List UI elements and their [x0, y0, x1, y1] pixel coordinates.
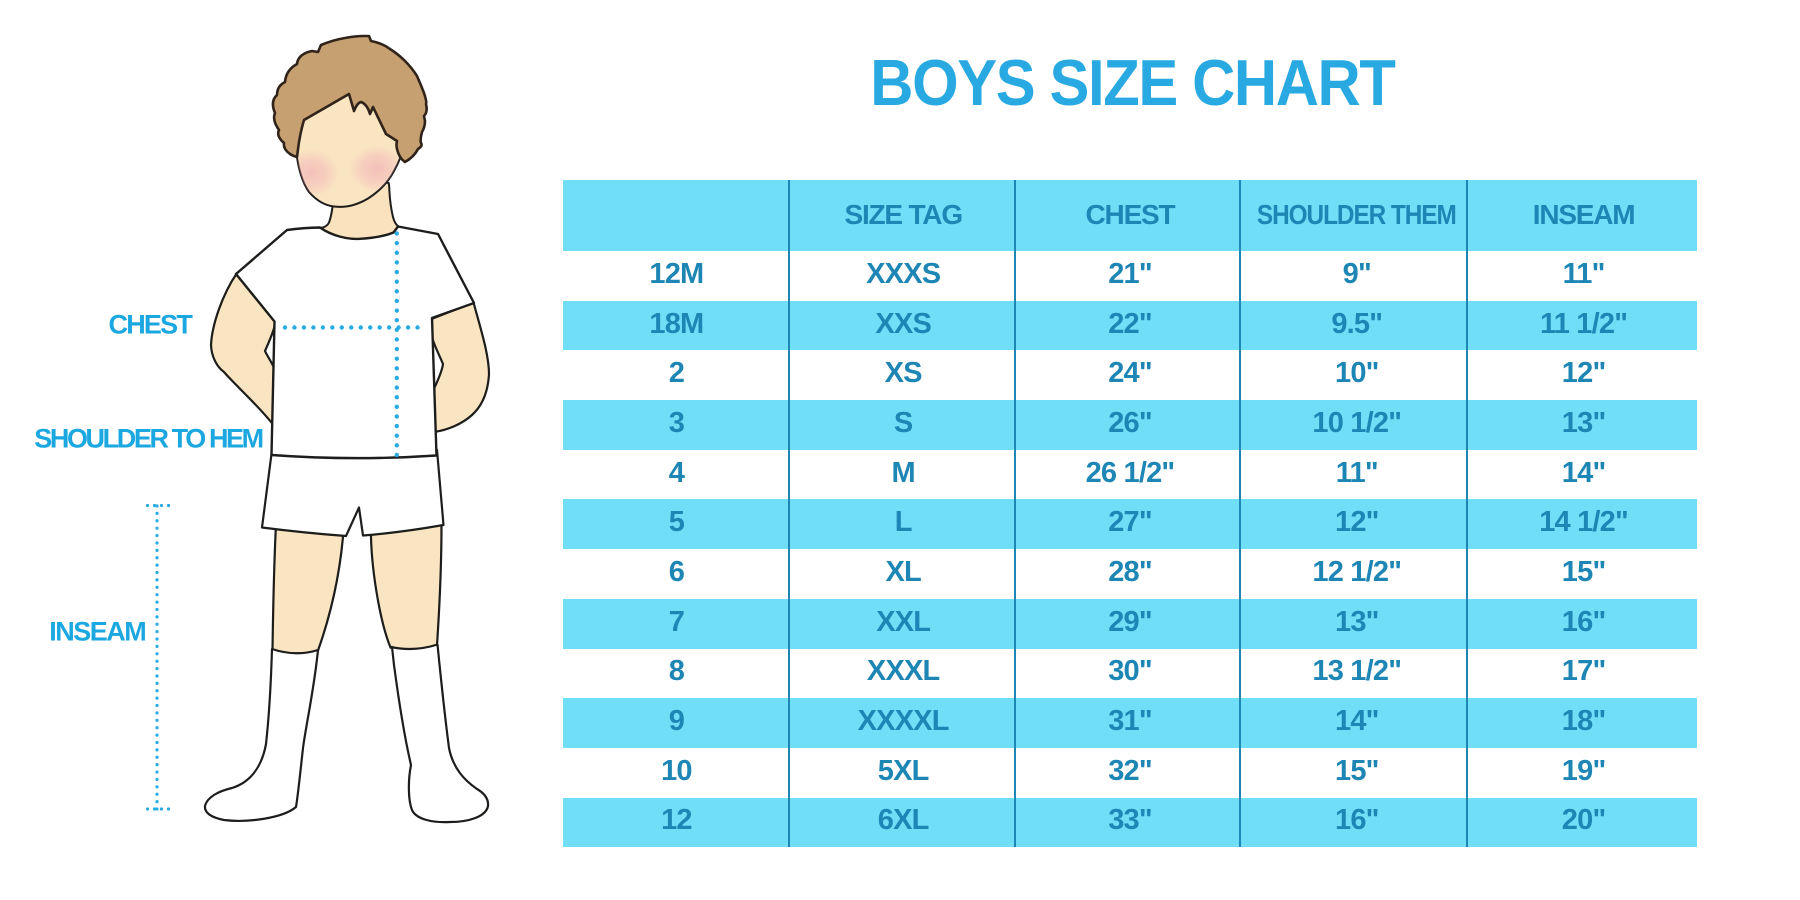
svg-text:INSEAM: INSEAM — [49, 617, 145, 647]
svg-text:CHEST: CHEST — [109, 310, 194, 340]
svg-text:SHOULDER TO HEM: SHOULDER TO HEM — [34, 424, 262, 454]
